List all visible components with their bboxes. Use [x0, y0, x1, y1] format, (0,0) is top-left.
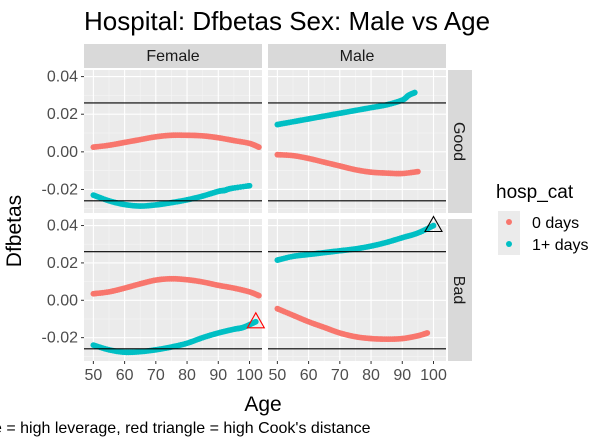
axes: -0.02 0.00 0.02 0.04 -0.02 0.00 0.02 0.04 50 60 70…: [42, 69, 447, 384]
x-tick-label: 80: [362, 367, 380, 384]
facet-strip-male: [268, 44, 446, 68]
y-tick-label: 0.00: [47, 144, 78, 161]
legend-title: hosp_cat: [496, 182, 574, 203]
y-tick-label: 0.02: [47, 106, 78, 123]
facet-strip-bad: [448, 219, 472, 361]
x-tick-label: 90: [209, 367, 227, 384]
facet-strip-good: [448, 70, 472, 213]
x-tick-label: 100: [420, 367, 447, 384]
legend-label: 0 days: [532, 215, 579, 232]
facet-strip-female: [84, 44, 262, 68]
x-tick-label: 100: [236, 367, 263, 384]
x-tick-label: 70: [331, 367, 349, 384]
legend-swatch: [506, 241, 512, 247]
facet-label-good: Good: [450, 122, 467, 161]
y-axis-title: Dfbetas: [3, 195, 26, 267]
chart-caption: e = high leverage, red triangle = high C…: [0, 420, 371, 437]
x-tick-label: 50: [268, 367, 286, 384]
series-0-days: [274, 305, 431, 343]
x-tick-label: 70: [147, 367, 165, 384]
series-0-days: [90, 132, 262, 151]
data-point: [255, 144, 262, 151]
series-0-days: [90, 275, 262, 299]
data-point: [252, 318, 259, 325]
data-point: [255, 292, 262, 299]
highlight-triangle-marker: [424, 215, 443, 233]
data-point: [414, 168, 421, 175]
chart-title: Hospital: Dfbetas Sex: Male vs Age: [84, 6, 490, 36]
facet-label-bad: Bad: [450, 276, 467, 304]
facet-panels: Female Male Good Bad: [84, 44, 472, 361]
panel-female-good: [84, 70, 262, 213]
panel-male-bad: [268, 215, 446, 361]
x-tick-label: 90: [393, 367, 411, 384]
panel-background: [268, 70, 446, 213]
facet-label-female: Female: [146, 48, 199, 65]
x-axis-title: Age: [244, 393, 281, 416]
x-tick-label: 60: [116, 367, 134, 384]
data-point: [424, 330, 431, 336]
y-tick-label: 0.04: [47, 218, 78, 235]
x-tick-label: 80: [178, 367, 196, 384]
data-point: [246, 182, 253, 189]
series-0-days: [274, 151, 421, 177]
x-tick-label: 60: [300, 367, 318, 384]
y-tick-label: 0.04: [47, 69, 78, 86]
panel-female-bad: [84, 219, 266, 361]
y-tick-label: -0.02: [42, 330, 79, 347]
facet-label-male: Male: [340, 48, 375, 65]
x-tick-label: 50: [84, 367, 102, 384]
legend-entries: 0 days 1+ days: [498, 211, 588, 255]
legend: hosp_cat 0 days 1+ days: [496, 182, 588, 255]
series-1-days: [274, 89, 418, 128]
y-tick-label: 0.02: [47, 255, 78, 272]
legend-swatch: [506, 219, 512, 225]
data-point: [430, 222, 437, 229]
panel-male-good: [268, 70, 446, 213]
highlight-triangle-marker: [246, 311, 266, 329]
y-tick-label: 0.00: [47, 292, 78, 309]
y-tick-label: -0.02: [42, 181, 79, 198]
data-point: [411, 89, 418, 96]
legend-label: 1+ days: [532, 237, 588, 254]
